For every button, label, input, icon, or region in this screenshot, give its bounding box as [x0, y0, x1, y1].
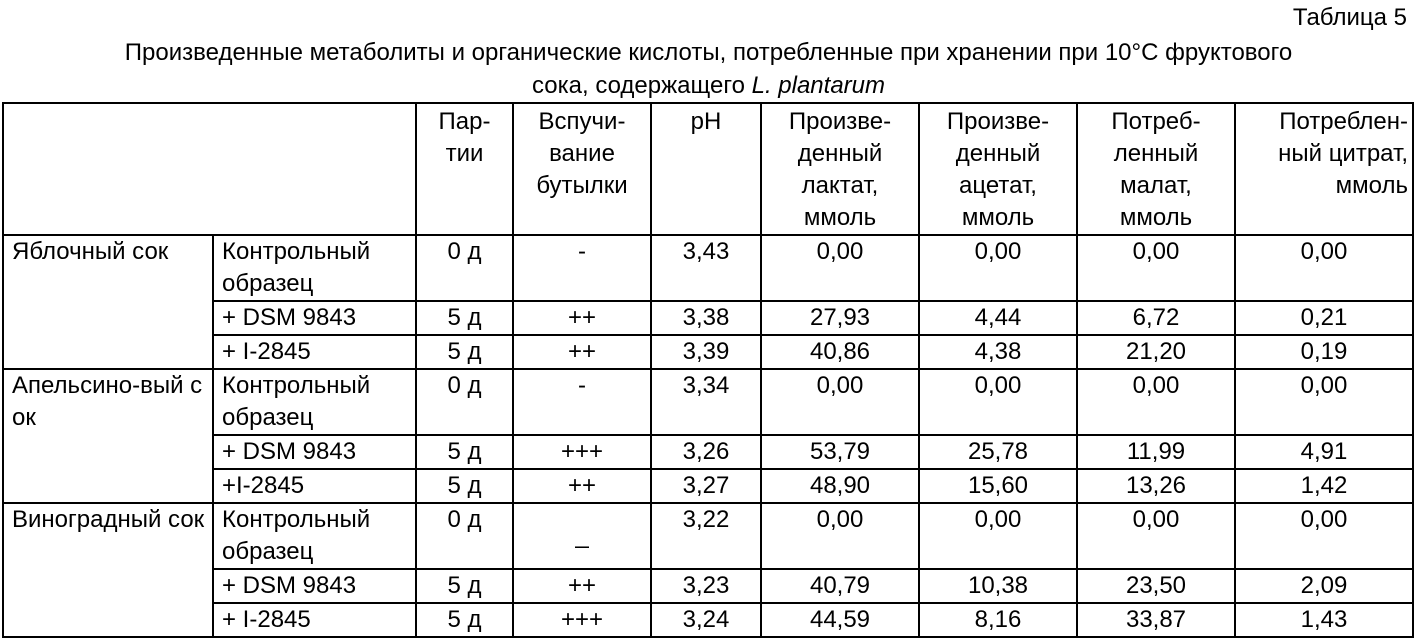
- cell-value: 5 д: [416, 335, 513, 369]
- cell-value: 4,44: [919, 301, 1077, 335]
- cell-value: 48,90: [761, 469, 919, 503]
- cell-value: 3,38: [651, 301, 761, 335]
- cell-value: 6,72: [1077, 301, 1235, 335]
- species-name: L. plantarum: [752, 72, 885, 99]
- column-header: Потреб- ленный малат, ммоль: [1077, 103, 1235, 235]
- column-header: [3, 103, 416, 235]
- cell-value: 0,00: [1235, 369, 1413, 435]
- cell-value: ++: [513, 301, 651, 335]
- cell-value: 2,09: [1235, 569, 1413, 603]
- cell-value: ++: [513, 569, 651, 603]
- column-header: Пар- тии: [416, 103, 513, 235]
- cell-value: 4,91: [1235, 435, 1413, 469]
- cell-value: ++: [513, 335, 651, 369]
- cell-value: 25,78: [919, 435, 1077, 469]
- cell-value: +++: [513, 603, 651, 637]
- cell-value: -: [513, 235, 651, 301]
- cell-value: 4,38: [919, 335, 1077, 369]
- cell-value: 5 д: [416, 435, 513, 469]
- cell-value: 0,00: [761, 369, 919, 435]
- cell-value: 44,59: [761, 603, 919, 637]
- juice-name: Виноградный сок: [3, 503, 213, 637]
- table-title: Произведенные метаболиты и органические …: [0, 36, 1417, 102]
- cell-value: 0 д: [416, 235, 513, 301]
- cell-value: 0,00: [1235, 235, 1413, 301]
- cell-value: 13,26: [1077, 469, 1235, 503]
- table-row: +I-28455 д++3,2748,9015,6013,261,42: [3, 469, 1413, 503]
- table-row: Яблочный сокКонтрольный образец0 д-3,430…: [3, 235, 1413, 301]
- cell-value: 33,87: [1077, 603, 1235, 637]
- title-line-1: Произведенные метаболиты и органические …: [0, 36, 1417, 69]
- cell-value: 3,43: [651, 235, 761, 301]
- cell-value: 0 д: [416, 369, 513, 435]
- cell-value: 40,86: [761, 335, 919, 369]
- table-row: + I-28455 д+++3,2444,598,1633,871,43: [3, 603, 1413, 637]
- cell-value: 3,27: [651, 469, 761, 503]
- table-row: + DSM 98435 д++3,2340,7910,3823,502,09: [3, 569, 1413, 603]
- cell-value: 5 д: [416, 301, 513, 335]
- sample-name: Контрольный образец: [213, 369, 416, 435]
- cell-value: 0,00: [919, 369, 1077, 435]
- cell-value: 23,50: [1077, 569, 1235, 603]
- title-line-2: сока, содержащего L. plantarum: [0, 69, 1417, 102]
- data-table: Пар- тииВспучи- вание бутылкиpHПроизве- …: [2, 102, 1414, 638]
- cell-value: 1,42: [1235, 469, 1413, 503]
- sample-name: +I-2845: [213, 469, 416, 503]
- cell-value: 5 д: [416, 469, 513, 503]
- cell-value: 0,00: [1077, 235, 1235, 301]
- cell-value: 0,21: [1235, 301, 1413, 335]
- sample-name: Контрольный образец: [213, 235, 416, 301]
- table-row: Апельсино-вый сокКонтрольный образец0 д-…: [3, 369, 1413, 435]
- juice-name: Яблочный сок: [3, 235, 213, 369]
- juice-name: Апельсино-вый сок: [3, 369, 213, 503]
- cell-value: 0,00: [1235, 503, 1413, 569]
- cell-value: 0,19: [1235, 335, 1413, 369]
- cell-value: 3,22: [651, 503, 761, 569]
- table-row: + DSM 98435 д++3,3827,934,446,720,21: [3, 301, 1413, 335]
- cell-value: 0,00: [1077, 369, 1235, 435]
- cell-value: 0,00: [761, 235, 919, 301]
- sample-name: + I-2845: [213, 603, 416, 637]
- cell-value: 21,20: [1077, 335, 1235, 369]
- cell-value: 27,93: [761, 301, 919, 335]
- table-row: + DSM 98435 д+++3,2653,7925,7811,994,91: [3, 435, 1413, 469]
- column-header: pH: [651, 103, 761, 235]
- cell-value: 5 д: [416, 603, 513, 637]
- column-header: Вспучи- вание бутылки: [513, 103, 651, 235]
- cell-value: 0,00: [1077, 503, 1235, 569]
- header-row: Пар- тииВспучи- вание бутылкиpHПроизве- …: [3, 103, 1413, 235]
- column-header: Произве- денный лактат, ммоль: [761, 103, 919, 235]
- cell-value: 3,24: [651, 603, 761, 637]
- cell-value: 3,34: [651, 369, 761, 435]
- cell-value: 0,00: [919, 503, 1077, 569]
- column-header: Произве- денный ацетат, ммоль: [919, 103, 1077, 235]
- cell-value: 0 д: [416, 503, 513, 569]
- sample-name: + DSM 9843: [213, 435, 416, 469]
- cell-value: 5 д: [416, 569, 513, 603]
- sample-name: + DSM 9843: [213, 569, 416, 603]
- cell-value: +++: [513, 435, 651, 469]
- cell-value: 8,16: [919, 603, 1077, 637]
- cell-value: ++: [513, 469, 651, 503]
- cell-value: _: [513, 503, 651, 569]
- cell-value: 3,39: [651, 335, 761, 369]
- cell-value: 3,23: [651, 569, 761, 603]
- cell-value: 0,00: [919, 235, 1077, 301]
- cell-value: 3,26: [651, 435, 761, 469]
- cell-value: 40,79: [761, 569, 919, 603]
- sample-name: Контрольный образец: [213, 503, 416, 569]
- cell-value: 0,00: [761, 503, 919, 569]
- table-row: + I-28455 д++3,3940,864,3821,200,19: [3, 335, 1413, 369]
- cell-value: 10,38: [919, 569, 1077, 603]
- cell-value: 1,43: [1235, 603, 1413, 637]
- column-header: Потреблен- ный цитрат, ммоль: [1235, 103, 1413, 235]
- cell-value: -: [513, 369, 651, 435]
- cell-value: 15,60: [919, 469, 1077, 503]
- table-row: Виноградный сокКонтрольный образец0 д_3,…: [3, 503, 1413, 569]
- sample-name: + I-2845: [213, 335, 416, 369]
- sample-name: + DSM 9843: [213, 301, 416, 335]
- cell-value: 11,99: [1077, 435, 1235, 469]
- cell-value: 53,79: [761, 435, 919, 469]
- table-number: Таблица 5: [1293, 4, 1407, 32]
